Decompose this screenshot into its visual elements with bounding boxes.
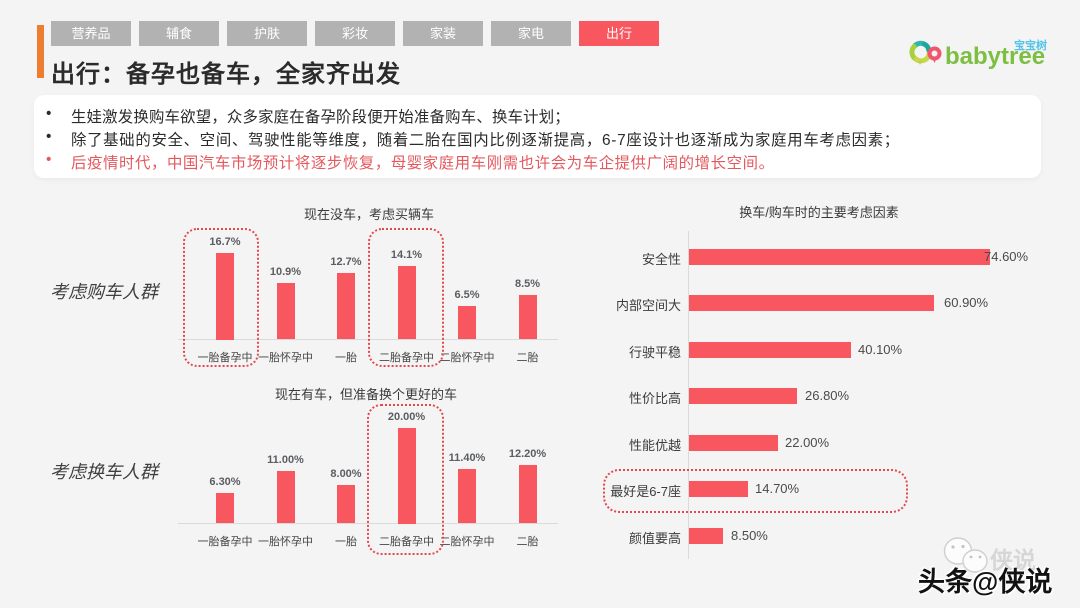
svg-text:宝宝树: 宝宝树 (1014, 38, 1047, 52)
svg-text:侠说: 侠说 (990, 547, 1036, 573)
svg-text:babytree: babytree (945, 43, 1045, 70)
